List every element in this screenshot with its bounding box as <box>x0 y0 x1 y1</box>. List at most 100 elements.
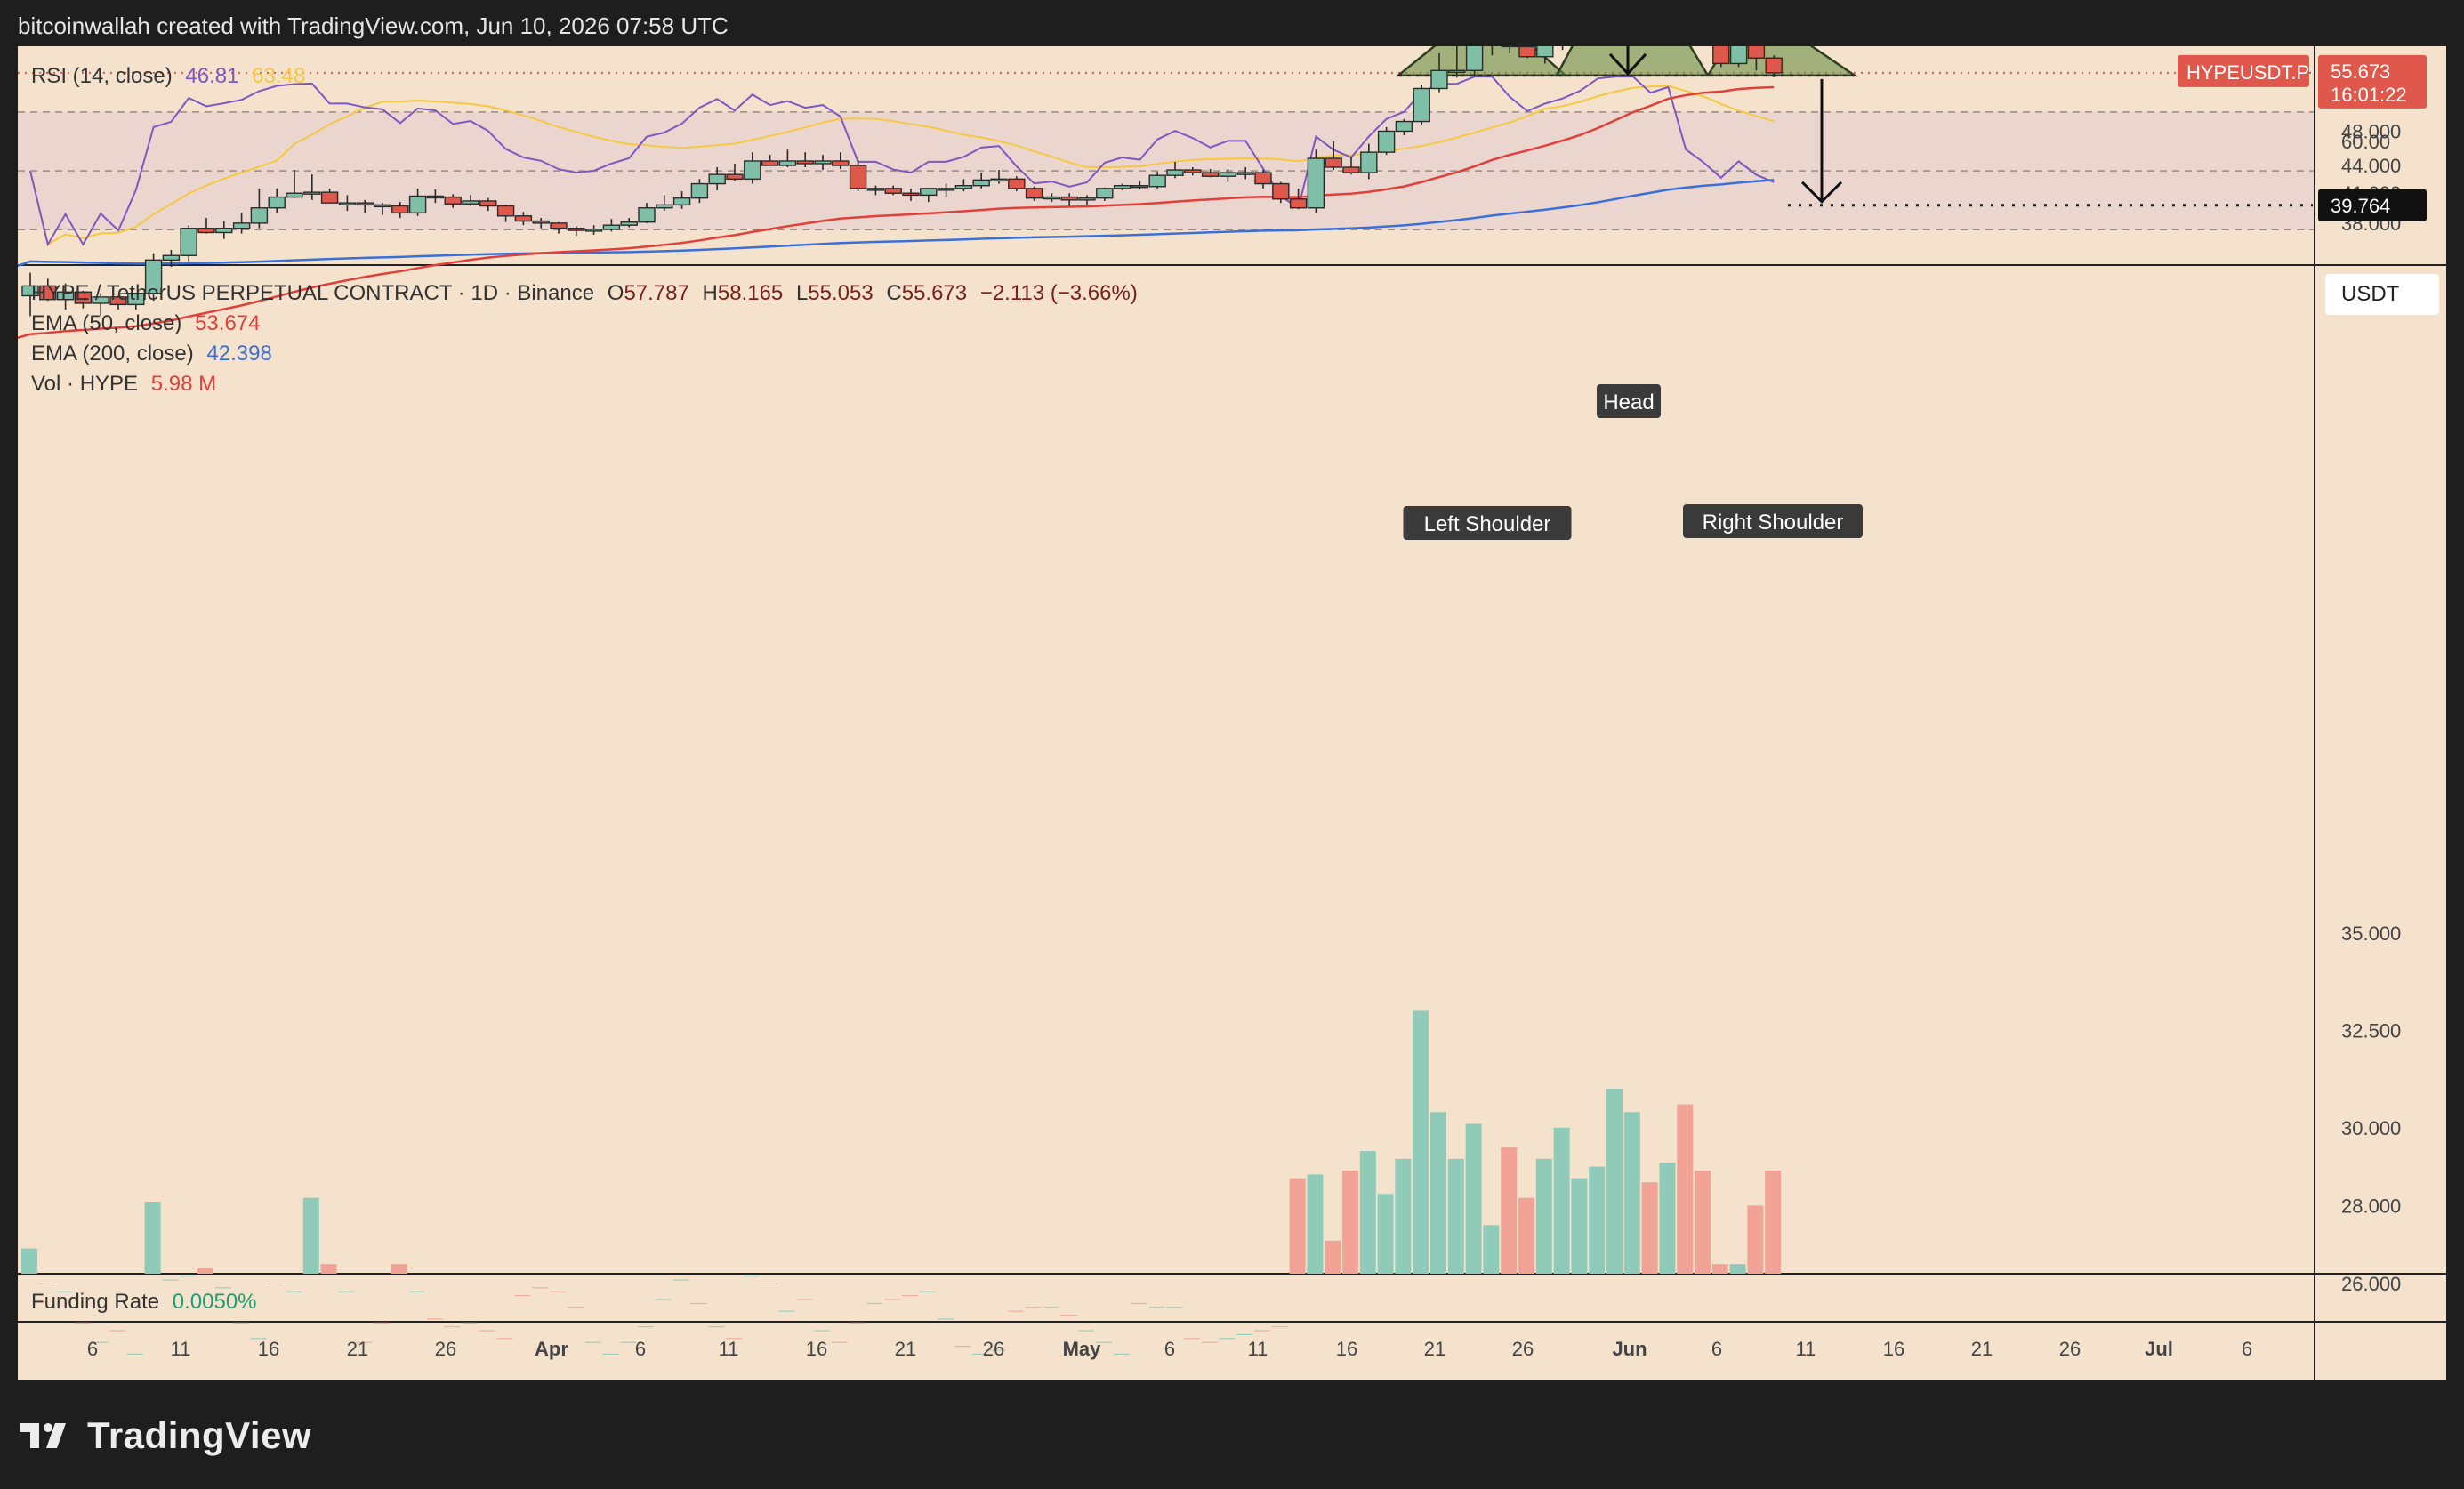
volume-bar <box>1377 1194 1394 1274</box>
volume-bar <box>320 1264 337 1274</box>
candle-body <box>1430 69 1448 90</box>
low-value: 55.053 <box>808 281 874 305</box>
candle <box>197 218 215 234</box>
candle <box>426 189 445 204</box>
candle <box>656 195 673 212</box>
candle-body <box>303 191 321 195</box>
time-axis-label: Apr <box>535 1338 568 1360</box>
volume-bar <box>1219 1338 1236 1340</box>
funding-label: Funding Rate <box>31 1290 160 1314</box>
candle <box>602 219 621 232</box>
candle-body <box>1043 196 1061 200</box>
candle-body <box>1325 157 1342 168</box>
volume-bar <box>1325 1240 1341 1274</box>
volume-bar <box>814 1330 830 1332</box>
candle-body <box>1729 46 1748 65</box>
volume-bar <box>1007 1310 1024 1312</box>
volume-bar <box>1060 1315 1077 1316</box>
head-label-bg <box>1597 384 1661 418</box>
candle-body <box>1413 87 1430 123</box>
volume-bar <box>514 1295 531 1297</box>
time-axis-label: 16 <box>806 1338 827 1360</box>
candle-body <box>462 200 479 205</box>
candle-body <box>180 228 197 256</box>
volume-bar <box>849 1322 866 1324</box>
volume-bar <box>444 1326 461 1328</box>
ema50-line <box>18 85 1775 339</box>
candle <box>1219 169 1237 182</box>
candle-body <box>568 228 585 231</box>
candle <box>1465 46 1484 76</box>
volume-legend: Vol · HYPE 5.98 M <box>31 372 223 397</box>
candle <box>726 163 744 181</box>
candle-body <box>744 160 761 181</box>
candle-body <box>1448 69 1466 73</box>
volume-bar <box>1535 1158 1552 1274</box>
volume-bar <box>1729 1264 1746 1274</box>
time-axis-label: May <box>1063 1338 1102 1360</box>
candle <box>1360 143 1378 180</box>
volume-bar <box>74 1322 91 1324</box>
rsi-line <box>29 76 1775 247</box>
candle <box>144 253 163 302</box>
price-badge-symbol-bg <box>2178 54 2309 87</box>
candle <box>109 295 127 310</box>
candle-body <box>972 179 990 187</box>
chart-canvas[interactable]: 80.0060.0040.0088.00080.00072.00067.0006… <box>18 46 2446 1380</box>
candle-body <box>1219 172 1237 177</box>
volume-bar <box>708 1326 725 1328</box>
candle <box>250 188 269 229</box>
candle <box>1307 149 1325 213</box>
time-axis-label: 21 <box>1424 1338 1445 1360</box>
ema50-legend: EMA (50, close) 53.674 <box>31 311 267 336</box>
volume-bar <box>1131 1302 1147 1304</box>
rsi-value: 46.81 <box>185 64 239 88</box>
high-value: 58.165 <box>717 281 784 305</box>
symbol-legend: HYPE / TetherUS PERPETUAL CONTRACT · 1D … <box>31 281 1145 306</box>
candle-body <box>1008 178 1026 189</box>
candle <box>1078 195 1096 205</box>
candle <box>1096 187 1114 201</box>
candle <box>620 218 638 228</box>
time-axis-label: 6 <box>635 1338 646 1360</box>
candle-body <box>1307 157 1325 209</box>
volume-bar <box>302 1197 319 1274</box>
volume-bar <box>214 1287 231 1289</box>
rsi-label: RSI (14, close) <box>31 64 173 88</box>
candle-body <box>937 188 955 191</box>
currency-selector-button[interactable]: USDT <box>2325 274 2439 315</box>
price-axis-label: 26.000 <box>2341 1273 2401 1295</box>
volume-bar <box>1501 1147 1518 1274</box>
candle <box>814 155 832 171</box>
price-badge-countdown: 16:01:22 <box>2331 84 2407 106</box>
candle <box>374 203 391 215</box>
candle-body <box>514 215 533 222</box>
candle-body <box>532 220 550 224</box>
candle-body <box>197 228 215 234</box>
candle <box>778 149 797 168</box>
candle <box>1518 46 1536 59</box>
candle-body <box>250 207 269 224</box>
tradingview-logo[interactable]: TradingView <box>20 1414 311 1457</box>
rsi-ma-value: 63.48 <box>252 64 306 88</box>
candle-body <box>1078 197 1096 201</box>
time-axis-label: Jun <box>1612 1338 1647 1360</box>
candle-body <box>144 259 163 294</box>
volume-bar <box>1447 1158 1464 1274</box>
candle-body <box>320 191 339 204</box>
candle-body <box>866 188 885 191</box>
candle-body <box>708 173 726 185</box>
candle-body <box>74 291 93 304</box>
candle-body <box>584 229 603 232</box>
volume-bar <box>126 1353 143 1355</box>
candle <box>902 188 920 201</box>
volume-bar <box>1659 1163 1676 1274</box>
volume-bar <box>162 1279 179 1281</box>
volume-bar <box>197 1268 213 1274</box>
volume-bar <box>462 1322 478 1324</box>
chart-frame[interactable]: 80.0060.0040.0088.00080.00072.00067.0006… <box>18 46 2446 1380</box>
low-label: L <box>795 281 809 305</box>
candle-body <box>496 205 515 217</box>
candle <box>1148 172 1166 189</box>
candle <box>1184 167 1202 176</box>
